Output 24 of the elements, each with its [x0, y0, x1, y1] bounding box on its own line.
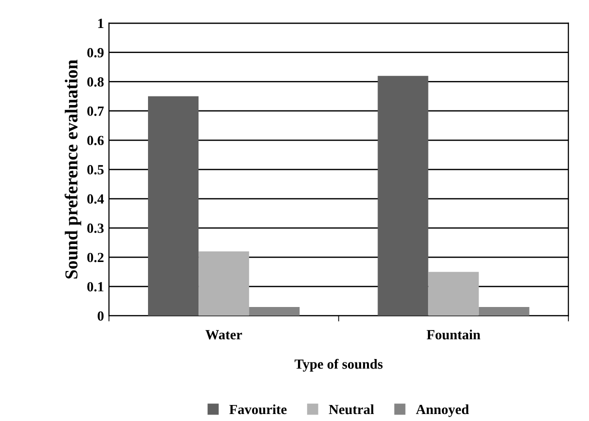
y-tick-label: 0.8 — [87, 77, 104, 87]
y-tick-label: 0.2 — [87, 252, 104, 262]
legend-label: Favourite — [229, 404, 287, 414]
bar — [478, 306, 530, 316]
y-tick-label: 0 — [98, 311, 104, 321]
x-tick-label: Fountain — [426, 330, 480, 340]
bar — [378, 76, 428, 316]
bar — [148, 96, 199, 316]
legend-label: Neutral — [328, 404, 374, 414]
legend-label: Annoyed — [416, 404, 469, 418]
y-axis-title: Sound preference evaluation — [64, 60, 82, 279]
y-tick-label: 0.9 — [87, 48, 104, 58]
y-tick-label: 0.1 — [87, 282, 104, 292]
bar — [249, 306, 300, 316]
y-tick-label: 0.4 — [87, 194, 104, 204]
y-tick-label: 1 — [98, 18, 104, 28]
bar — [428, 272, 479, 316]
y-tick-label: 0.7 — [87, 106, 104, 116]
bar — [198, 251, 250, 316]
y-tick-label: 0.3 — [87, 224, 104, 233]
x-axis-title: Type of sounds — [294, 358, 383, 372]
y-tick-label: 0.6 — [87, 136, 104, 146]
x-tick-label: Water — [206, 330, 242, 340]
y-tick-label: 0.5 — [87, 165, 104, 174]
